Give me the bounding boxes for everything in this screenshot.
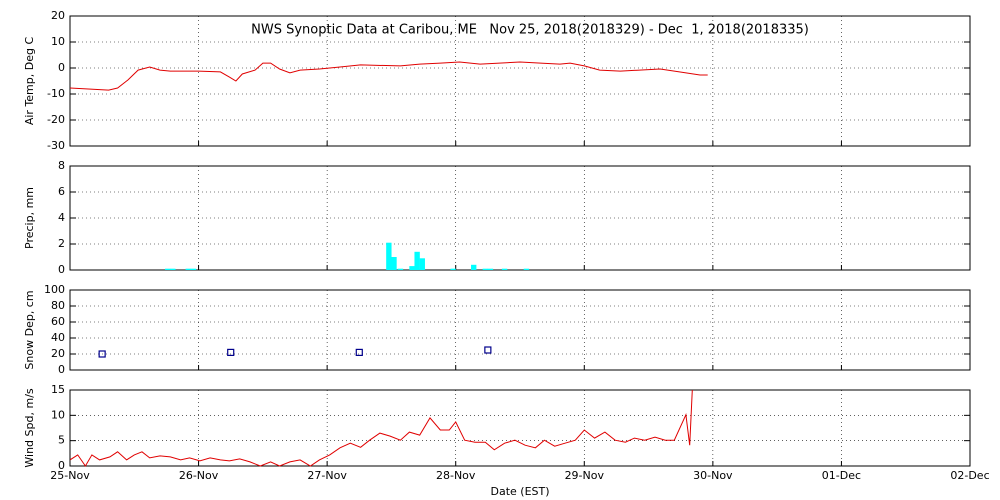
bar: [501, 268, 508, 270]
y-tick-label: 10: [51, 408, 65, 421]
bar: [523, 268, 530, 270]
y-tick-label: 2: [58, 237, 65, 250]
bar: [170, 268, 176, 270]
bar: [391, 257, 397, 270]
bar: [397, 268, 404, 270]
bar: [450, 268, 456, 270]
x-tick-label: 02-Dec: [950, 469, 989, 482]
y-tick-label: 4: [58, 211, 65, 224]
x-tick-label: 28-Nov: [436, 469, 476, 482]
y-tick-label: 0: [58, 363, 65, 376]
y-tick-label: 0: [58, 263, 65, 276]
y-tick-label: 20: [51, 347, 65, 360]
y-tick-label: -10: [47, 87, 65, 100]
x-axis-label: Date (EST): [490, 485, 549, 498]
bar: [419, 258, 425, 270]
data-line: [70, 389, 693, 467]
y-axis-label: Snow Dep, cm: [23, 290, 36, 369]
bar: [185, 268, 191, 270]
bar: [386, 242, 392, 270]
y-tick-label: 5: [58, 434, 65, 447]
y-tick-label: 60: [51, 315, 65, 328]
bar: [487, 268, 494, 270]
bar: [165, 268, 171, 270]
y-tick-label: 0: [58, 61, 65, 74]
y-axis-label: Wind Spd, m/s: [23, 388, 36, 468]
plot-frame: [69, 389, 971, 467]
bar: [471, 264, 477, 270]
point: [355, 348, 363, 356]
y-tick-label: 6: [58, 185, 65, 198]
y-tick-label: -30: [47, 139, 65, 152]
data-line: [70, 61, 708, 91]
bar: [482, 268, 488, 270]
y-tick-label: 15: [51, 383, 65, 396]
y-tick-label: 80: [51, 299, 65, 312]
y-tick-label: 8: [58, 159, 65, 172]
bar: [409, 266, 415, 270]
point: [484, 346, 492, 354]
x-tick-label: 27-Nov: [307, 469, 347, 482]
plot-frame: [69, 289, 971, 371]
point: [227, 348, 235, 356]
y-axis-label: Air Temp, Deg C: [23, 37, 36, 126]
x-tick-label: 01-Dec: [822, 469, 861, 482]
y-tick-label: 40: [51, 331, 65, 344]
y-tick-label: 20: [51, 9, 65, 22]
y-axis-label: Precip, mm: [23, 187, 36, 249]
y-tick-label: 0: [58, 459, 65, 472]
y-tick-label: -20: [47, 113, 65, 126]
x-tick-label: 26-Nov: [179, 469, 219, 482]
point: [98, 350, 106, 358]
bar: [414, 251, 420, 270]
bar: [190, 268, 197, 270]
chart-title: NWS Synoptic Data at Caribou, ME Nov 25,…: [251, 23, 809, 38]
x-tick-label: 25-Nov: [50, 469, 90, 482]
y-tick-label: 100: [44, 283, 65, 296]
x-tick-label: 30-Nov: [693, 469, 733, 482]
y-tick-label: 10: [51, 35, 65, 48]
x-tick-label: 29-Nov: [565, 469, 605, 482]
